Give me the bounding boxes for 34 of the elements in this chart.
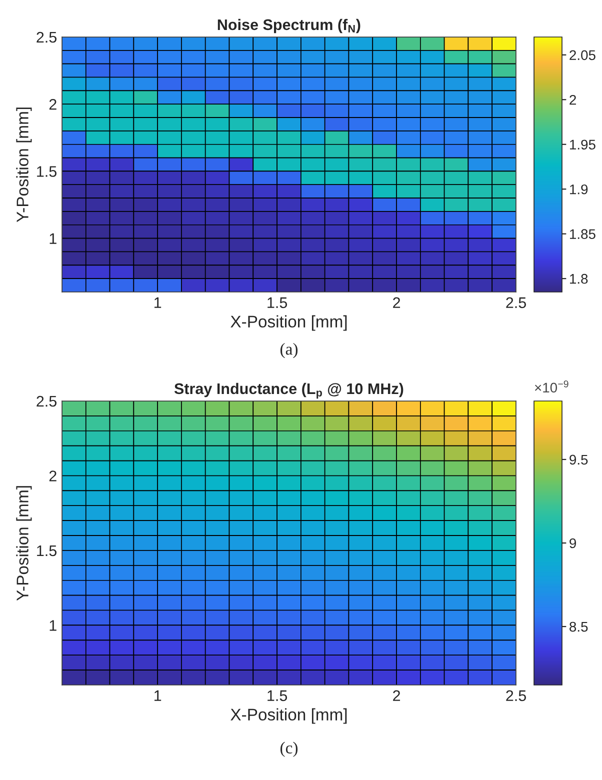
chart-title: Stray Inductance (L$_{p}$ @ 10 MHz) — [174, 382, 404, 399]
color-bar-label: 1.9 — [570, 184, 588, 194]
color-bar-label: 9 — [570, 538, 576, 548]
y-tick-label: 1.5 — [37, 546, 56, 556]
x-tick-label: 1 — [154, 297, 162, 308]
x-axis-title: X-Position [mm] — [230, 315, 347, 331]
x-axis-title: X-Position [mm] — [230, 708, 347, 724]
y-tick-label: 2 — [49, 98, 56, 110]
color-bar-label: 2 — [570, 94, 576, 105]
color-bar-label: 2.05 — [570, 50, 596, 60]
x-tick-label: 1.5 — [268, 690, 288, 702]
text: (c) — [280, 742, 298, 757]
y-axis-title: Y-Position [mm] — [16, 108, 32, 222]
color-bar-label: 9.5 — [570, 454, 588, 465]
x-tick-label: 1.5 — [268, 297, 288, 308]
x-tick-label: 2 — [393, 297, 400, 308]
x-tick-label: 2.5 — [506, 690, 526, 702]
color-bar-label: 1.8 — [570, 274, 588, 284]
color-bar-title: ×10$^{−9}$ — [534, 380, 568, 393]
color-bar-label: 1.95 — [570, 140, 596, 150]
y-tick-label: 2.5 — [36, 32, 56, 43]
x-tick-label: 1 — [154, 690, 162, 701]
y-tick-label: 2 — [49, 470, 56, 482]
y-axis-title: Y-Position [mm] — [16, 486, 32, 601]
text: (a) — [280, 343, 298, 358]
color-bar-label: 8.5 — [570, 622, 588, 632]
y-tick-label: 1 — [50, 233, 56, 244]
chart-title: Noise Spectrum (f$_{N}$) — [218, 18, 360, 34]
color-bar-label: 1.85 — [570, 229, 596, 240]
x-tick-label: 2.5 — [506, 297, 526, 308]
y-tick-label: 1 — [50, 620, 56, 631]
y-tick-label: 2.5 — [36, 396, 56, 407]
y-tick-label: 1.5 — [37, 166, 56, 177]
x-tick-label: 2 — [393, 690, 400, 701]
